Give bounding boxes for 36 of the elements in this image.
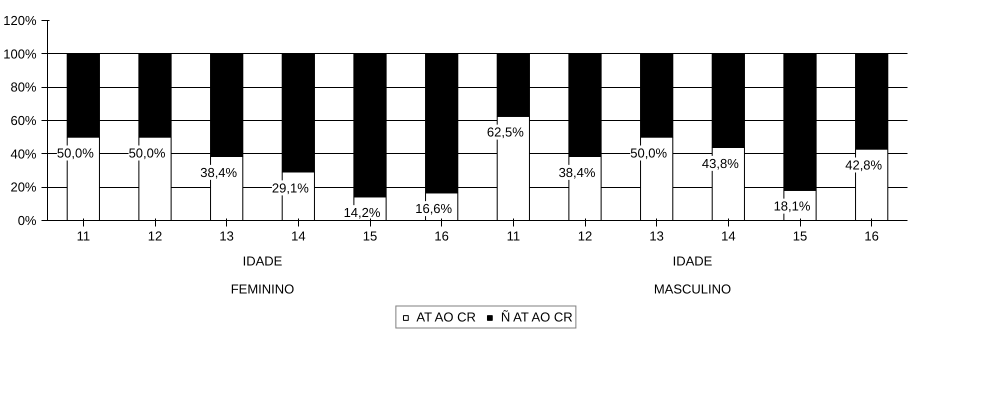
x-tick-label: 14 (721, 228, 736, 244)
y-tick-label: 100% (3, 46, 37, 62)
data-label: 43,8% (702, 156, 740, 171)
data-label: 50,0% (630, 146, 668, 160)
data-label: 50,0% (128, 146, 166, 160)
x-tick-label: 12 (578, 228, 592, 244)
x-tick-label: 11 (506, 228, 520, 244)
data-label: 29,1% (272, 180, 310, 196)
text: FEMININO (230, 282, 294, 296)
data-label: 38,4% (558, 164, 596, 180)
text: MASCULINO (654, 282, 732, 296)
data-label: 42,8% (845, 158, 883, 172)
x-tick-label: 15 (362, 228, 378, 244)
legend-label: Ñ AT AO CR (500, 310, 573, 324)
text: IDADE (242, 254, 283, 268)
data-label: 50,0% (56, 146, 94, 160)
y-tick-label: 80% (10, 80, 37, 95)
x-tick-label: 12 (148, 228, 162, 244)
data-label: 38,4% (200, 164, 238, 180)
text: IDADE (672, 254, 713, 268)
data-label: 16,6% (415, 201, 453, 216)
x-tick-label: 15 (792, 228, 808, 244)
y-tick-label: 120% (3, 13, 37, 28)
x-tick-label: 16 (864, 228, 879, 244)
data-label: 62,5% (486, 124, 524, 140)
x-tick-label: 13 (219, 228, 234, 244)
y-tick-label: 60% (10, 113, 37, 128)
y-tick-label: 0% (18, 213, 37, 228)
x-tick-label: 11 (76, 228, 90, 244)
legend-label: AT AO CR (416, 310, 476, 324)
x-tick-label: 13 (649, 228, 664, 244)
x-tick-label: 14 (291, 228, 306, 244)
x-tick-label: 16 (434, 228, 449, 244)
y-tick-label: 40% (10, 146, 37, 162)
y-tick-label: 20% (10, 180, 37, 195)
data-label: 18,1% (774, 198, 811, 214)
